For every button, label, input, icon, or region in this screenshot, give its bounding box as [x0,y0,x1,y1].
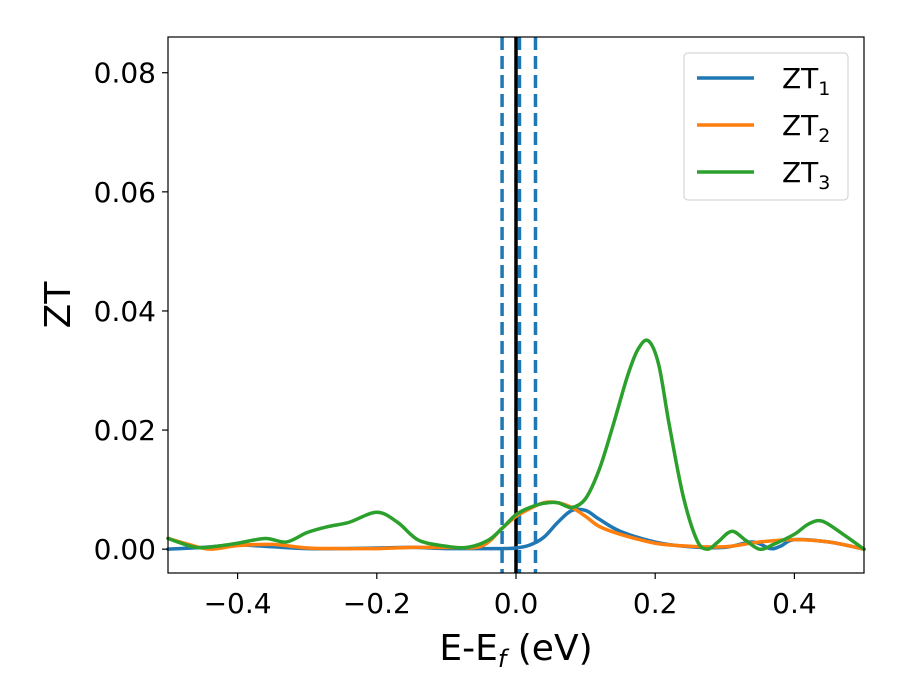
x-axis-title: E-Ef (eV) [439,628,592,673]
legend-label-zt3: ZT3 [782,156,830,194]
legend: ZT1 ZT2 ZT3 [683,52,849,201]
x-tick-label: −0.2 [343,587,411,620]
legend-items: ZT1 ZT2 ZT3 [697,62,830,194]
x-tick-label: −0.4 [204,587,272,620]
y-tick-label: 0.02 [94,414,156,447]
y-tick-label: 0.04 [94,295,156,328]
legend-label-zt1: ZT1 [782,62,830,100]
x-axis-title-main: E-E [439,628,497,669]
y-tick-label: 0.08 [94,57,156,90]
y-tick-label: 0.06 [94,176,156,209]
y-tick-label: 0.00 [94,533,156,566]
reference-lines [500,37,538,573]
legend-box [683,52,849,201]
series-lines [166,338,866,552]
series-line-zt3 [166,338,866,552]
y-axis-ticks: 0.00 0.02 0.04 0.06 0.08 [94,57,168,566]
x-axis-title-unit: (eV) [506,628,592,669]
x-tick-label: 0.0 [494,587,539,620]
legend-label-zt2: ZT2 [782,109,830,147]
x-tick-label: 0.2 [633,587,678,620]
x-tick-label: 0.4 [772,587,817,620]
x-axis-ticks: −0.4 −0.2 0.0 0.2 0.4 [204,573,817,620]
y-axis-title: ZT [38,281,79,329]
